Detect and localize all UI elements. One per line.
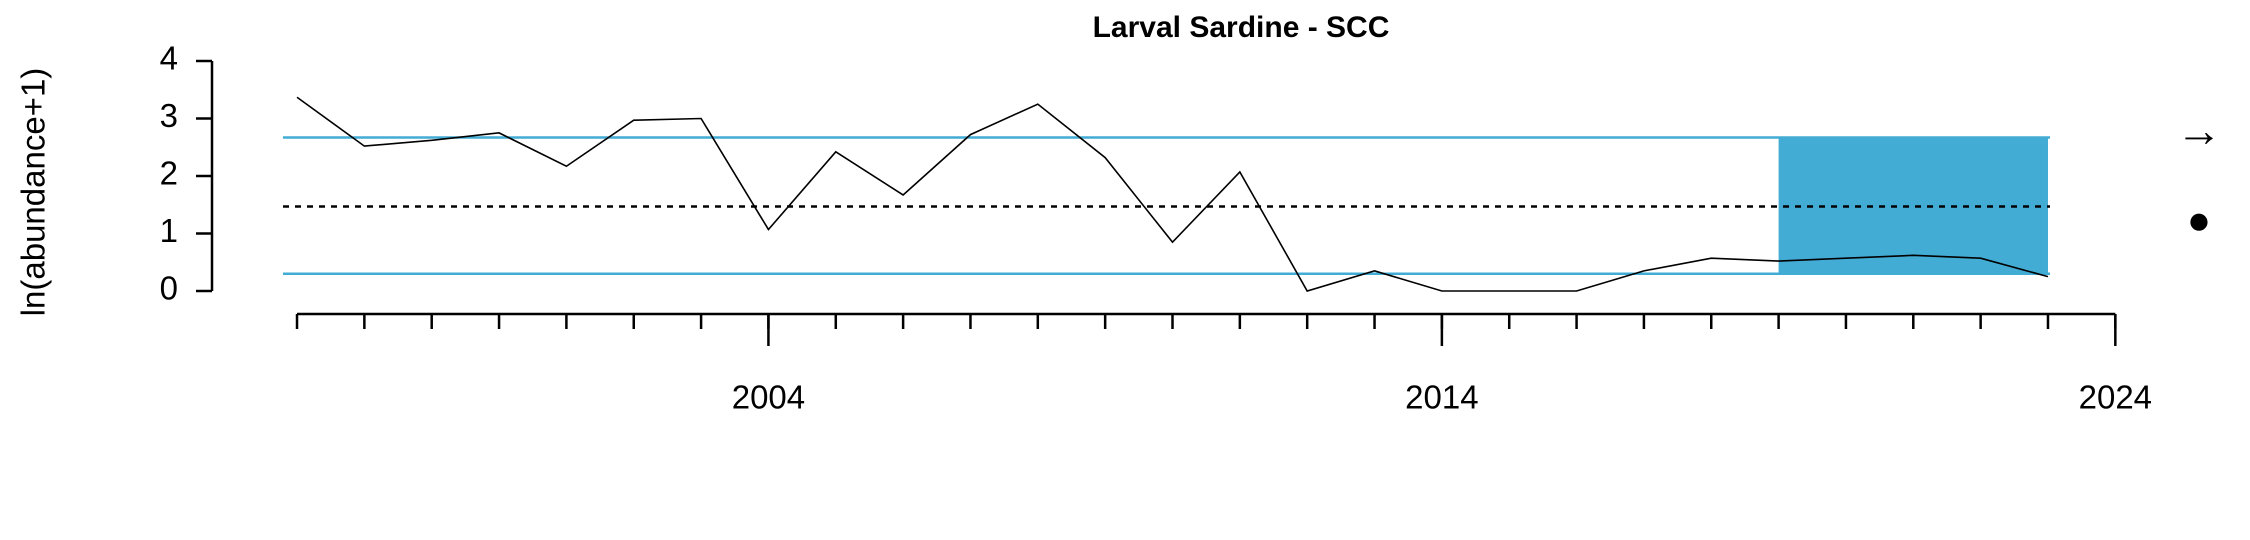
chart-title: Larval Sardine - SCC: [1093, 11, 1390, 44]
trend-symbol: →: [2176, 104, 2222, 156]
y-tick-label: 2: [160, 155, 178, 192]
recent-window: [1778, 137, 2048, 274]
mean-symbol: ●: [2187, 199, 2211, 243]
data-line: [296, 96, 2049, 292]
y-tick-label: 0: [160, 270, 178, 307]
x-tick-label: 2004: [732, 379, 805, 416]
y-tick-label: 4: [160, 40, 178, 77]
x-tick-label: 2014: [1405, 379, 1478, 416]
x-tick-label: 2024: [2079, 379, 2152, 416]
y-axis-label: ln(abundance+1): [15, 68, 52, 317]
y-tick-label: 1: [160, 212, 178, 249]
y-tick-label: 3: [160, 97, 178, 134]
